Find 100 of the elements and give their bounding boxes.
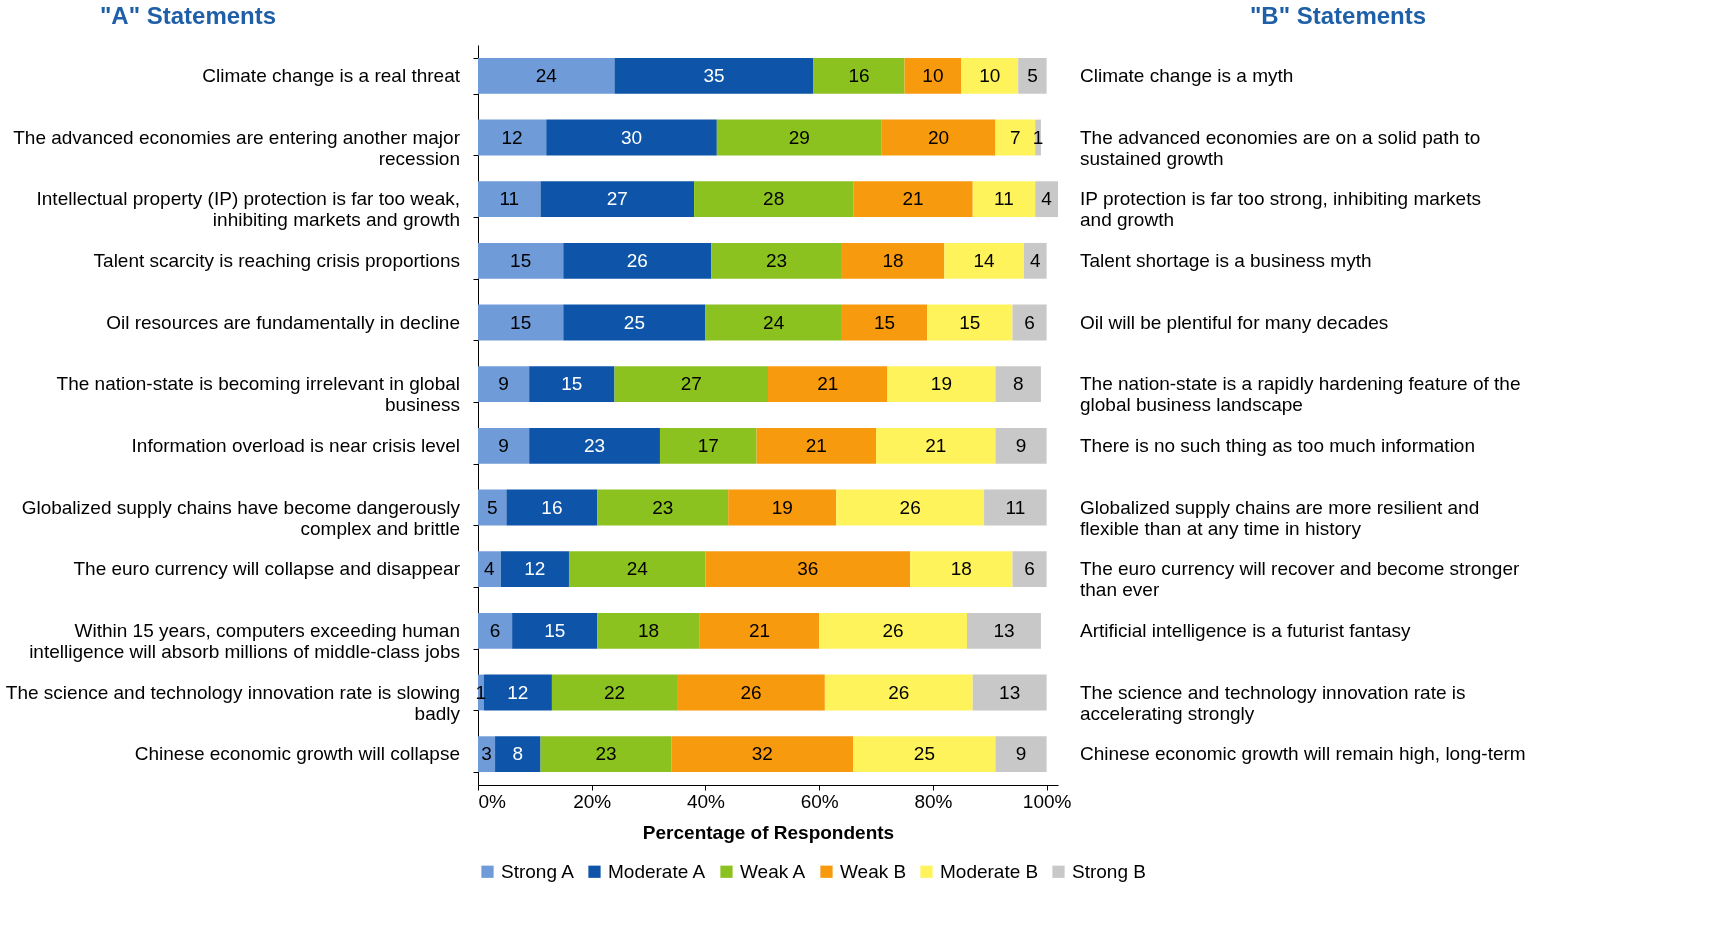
x-tick-label: 80% [914,790,953,812]
y-tick-label: Chinese economic growth will collapse [134,743,460,765]
bar [671,736,854,773]
bar [1035,181,1058,218]
bar [529,366,615,403]
y-tick-label: The advanced economies are entering another major recession [13,126,461,169]
bar [495,736,541,773]
data-label: 6 [1024,311,1035,333]
bar [540,736,672,773]
data-label: 27 [680,373,702,395]
y-tick-label: Globalized supply chains have become dangerously complex and brittle [21,496,461,539]
bar [961,57,1019,94]
data-label: 30 [620,126,643,148]
data-label: 29 [788,126,810,148]
data-label: 8 [1012,373,1024,395]
data-label: 24 [626,558,649,580]
data-label: 18 [950,558,972,580]
bar [677,674,825,711]
text: "B" Statements [1249,2,1427,29]
bar [995,427,1047,464]
bar [705,551,911,588]
data-label: 36 [797,558,819,580]
bar [904,57,962,94]
data-label: 17 [697,434,719,456]
bar [995,366,1041,403]
bar [529,427,660,464]
data-label: 26 [899,496,921,518]
bar [716,119,882,156]
bar [876,427,996,464]
data-label: 11 [499,188,520,210]
bar [614,366,768,403]
data-label: 16 [541,496,563,518]
data-label: 12 [507,681,529,703]
bar [540,181,695,218]
bar [478,612,513,649]
bar [853,181,973,218]
data-label: 26 [882,619,904,641]
bar [705,304,842,341]
y-tick-label: Talent scarcity is reaching crisis proportions [93,249,460,271]
data-label: 18 [638,619,660,641]
data-label: 23 [652,496,674,518]
data-label: 9 [498,434,509,456]
data-label: 11 [994,188,1014,210]
bar [944,242,1024,279]
legend-label: Strong A [501,860,575,882]
bar [563,242,712,279]
bar [967,612,1041,649]
data-label: 21 [817,373,839,395]
bar [819,612,968,649]
data-label: 21 [805,434,827,456]
data-label: 13 [999,681,1021,703]
data-label: 18 [882,249,904,271]
data-label: 15 [561,373,583,395]
data-label: 23 [595,743,617,765]
data-label: 24 [535,64,558,86]
x-tick-label: 100% [1022,790,1072,812]
bar [500,551,569,588]
y-tick-label: Intellectual property (IP) protection is far too weak, inhibiting markets and growth [36,188,460,231]
data-label: 21 [748,619,771,641]
y-axis-title: "A" Statements [99,2,277,29]
bar [659,427,757,464]
bar [841,242,945,279]
data-label: 16 [848,64,870,86]
data-label: 35 [703,64,725,86]
data-label: 19 [930,373,952,395]
bar [1012,551,1047,588]
data-label: 5 [486,496,498,518]
bar [728,489,837,526]
y-tick-label: The euro currency will collapse and disappear [73,558,461,580]
data-label: 23 [765,249,788,271]
x-tick-label: 40% [686,790,726,812]
data-label: 4 [1041,188,1053,210]
y-tick-label: The nation-state is becoming irrelevant in global business [56,373,460,416]
x-tick-label: 60% [800,790,839,812]
bar [478,366,530,403]
data-label: 15 [510,311,532,333]
bar [568,551,706,588]
data-label: 10 [979,64,1001,86]
legend-label: Moderate B [940,860,1039,882]
y-tick-label: Climate change is a real threat [202,64,461,86]
bar [853,736,996,773]
bar [478,242,564,279]
y2-tick-label: Globalized supply chains are more resilient and flexible than at any time in history [1080,496,1480,539]
data-label: 8 [512,743,524,765]
bar [756,427,877,464]
data-label: 14 [973,249,996,271]
data-label: 28 [763,188,785,210]
data-label: 21 [902,188,924,210]
bar [972,674,1047,711]
bar [711,242,842,279]
bar [768,366,888,403]
bar [995,119,1036,156]
y-tick-label: Information overload is near crisis level [131,434,460,456]
bar [1023,242,1047,279]
bar [887,366,996,403]
bar [927,304,1013,341]
bar [597,489,729,526]
y-tick-label: Oil resources are fundamentally in decline [106,311,460,333]
y2-tick-label: Climate change is a myth [1080,64,1294,86]
data-label: 4 [1029,249,1041,271]
